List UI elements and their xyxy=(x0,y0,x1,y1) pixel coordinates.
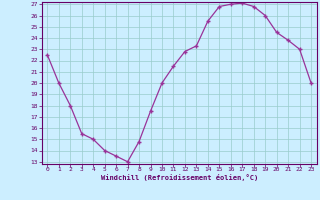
X-axis label: Windchill (Refroidissement éolien,°C): Windchill (Refroidissement éolien,°C) xyxy=(100,174,258,181)
